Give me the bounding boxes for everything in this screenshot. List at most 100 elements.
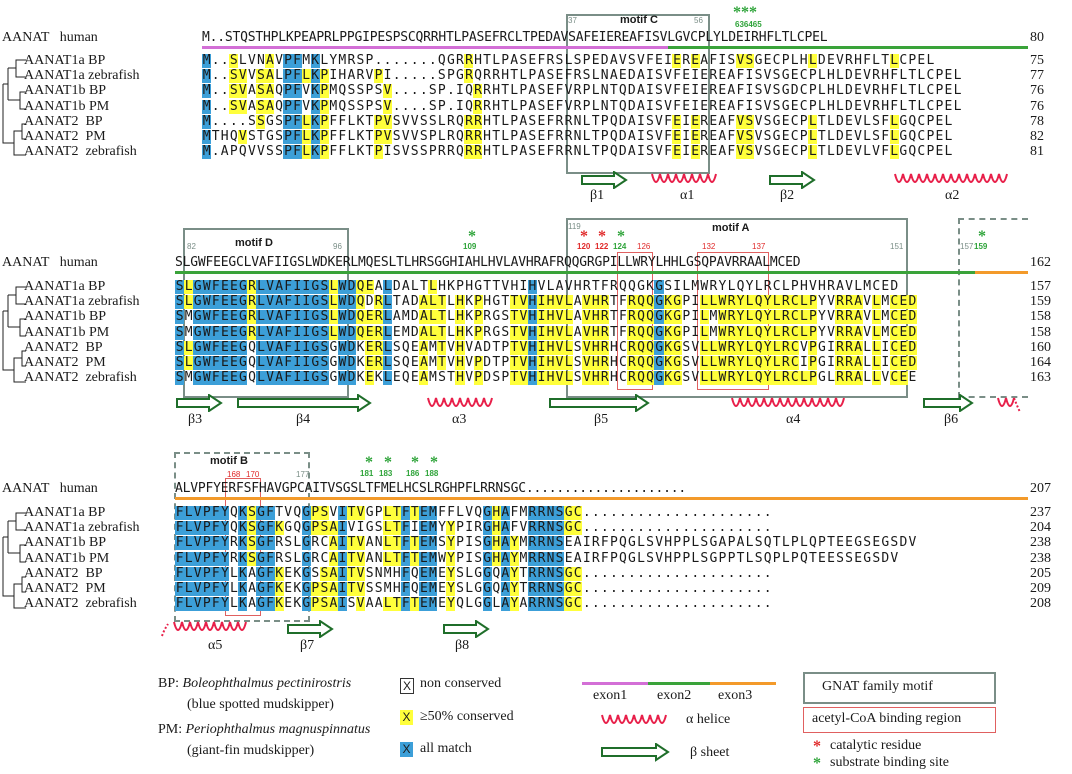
motif-c-start: 37 bbox=[568, 16, 577, 25]
motif-a-start: 119 bbox=[568, 222, 581, 231]
legend-pm: PM: Periophthalmus magnuspinnatus bbox=[158, 722, 371, 737]
exon3-bar-2 bbox=[975, 271, 1028, 274]
alignment-row: AANAT1b BP M..SVASAQPFVKPMQSSPSV....SP.IQ… bbox=[0, 83, 1072, 99]
ss-arrow-b6 bbox=[923, 394, 974, 412]
species-sequence: SLGWFEEGRLVAFIIGSLWDQEALDALTLHKPHGTTVHIH… bbox=[175, 279, 899, 294]
substrate-star-181: * bbox=[365, 454, 373, 471]
num-170: 170 bbox=[246, 470, 260, 479]
motif-c-end: 56 bbox=[694, 16, 703, 25]
legend-bp: BP: Boleophthalmus pectinirostris bbox=[158, 676, 352, 691]
ss-label-b1: β1 bbox=[590, 188, 605, 203]
ss-label-a4: α4 bbox=[786, 412, 801, 427]
catalytic-star-120: * bbox=[580, 228, 588, 245]
motif-a-end: 151 bbox=[890, 242, 904, 251]
ss-helix-a4 bbox=[731, 397, 845, 407]
species-label: AANAT1b PM bbox=[24, 550, 110, 566]
substrate-numbers: 636465 bbox=[735, 20, 762, 29]
ss-helix-a5 bbox=[161, 621, 247, 637]
ss-arrow-b4 bbox=[237, 394, 372, 412]
species-label: AANAT1b BP bbox=[24, 309, 107, 325]
legend-substrate-star: * bbox=[813, 755, 821, 772]
species-label: AANAT1b PM bbox=[24, 324, 110, 340]
exon2-bar bbox=[668, 46, 1028, 49]
species-label: AANAT2 BP bbox=[24, 339, 103, 355]
alignment-row: AANAT1b PM SMGWFEEGRLVAFIIGSLWDQERLEMDALT… bbox=[0, 325, 1072, 340]
sequence-length: 163 bbox=[1030, 370, 1051, 386]
species-sequence: FLVPFYQKSGFKGQGPSAIVIGSLTFIEMYYPIRGHAFVR… bbox=[175, 520, 772, 536]
legend-sheet-icon bbox=[601, 743, 670, 762]
species-sequence: SMGWFEEGRLVAFIIGSLWDQERLEMDALTLHKPRGSTVH… bbox=[175, 324, 917, 340]
alignment-row: AANAT2 PM SLGWFEEGQLVAFIIGSGWDKERLSQEAMTV… bbox=[0, 355, 1072, 370]
ss-helix-a1 bbox=[651, 173, 717, 183]
sequence-length: 204 bbox=[1030, 520, 1051, 536]
species-sequence: FLVPFYLKAGFKEKGSSAITVSNMHFQEMEYSLGGQAYTR… bbox=[175, 565, 772, 581]
num-132: 132 bbox=[702, 242, 716, 251]
ss-label-b7: β7 bbox=[300, 638, 315, 653]
ref-sequence: M..STQSTHPLKPEAPRLPPGIPESPSCQRRHTLPASEFR… bbox=[202, 30, 828, 45]
species-label: AANAT1a zebrafish bbox=[24, 520, 140, 536]
exon3-bar-3 bbox=[175, 497, 1028, 500]
species-sequence: M..SVVSALPFLKPIHARVPI.....SPGRQRRHTLPASE… bbox=[202, 68, 962, 84]
ss-label-b3: β3 bbox=[188, 412, 203, 427]
alignment-row: AANAT2 BP SLGWFEEGQLVAFIIGSGWDKERLSQEAMTV… bbox=[0, 340, 1072, 355]
substrate-star: *** bbox=[733, 4, 757, 21]
alignment-row: AANAT2 zebrafish FLVPFYLKAGFKEKGPSAISVAAL… bbox=[0, 596, 1072, 612]
ss-label-b2: β2 bbox=[780, 188, 795, 203]
ss-arrow-b8 bbox=[443, 620, 490, 638]
alignment-row: AANAT1a zebrafish SLGWFEEGRLVAFIIGSLWDQDR… bbox=[0, 294, 1072, 310]
num-122: 122 bbox=[595, 242, 609, 251]
sequence-length: 238 bbox=[1030, 535, 1051, 551]
motif-b-label: motif B bbox=[210, 455, 248, 467]
motif-d-start: 82 bbox=[187, 242, 196, 251]
species-sequence: SLGWFEEGQLVAFIIGSGWDKERLSQEAMTVHVADTPTVH… bbox=[175, 339, 917, 355]
species-sequence: MTHQVSTGSPFLKPFFLKTPVSVVSPLRQRRHTLPASEFR… bbox=[202, 129, 953, 144]
species-label: AANAT2 zebrafish bbox=[24, 370, 137, 386]
species-label: AANAT2 zebrafish bbox=[24, 596, 137, 612]
species-label: AANAT1b PM bbox=[24, 98, 110, 114]
sequence-length: 82 bbox=[1030, 129, 1044, 144]
ss-arrow-b1 bbox=[581, 171, 628, 189]
legend-substrate: substrate binding site bbox=[830, 755, 949, 770]
species-label: AANAT2 PM bbox=[24, 355, 106, 370]
num-159: 159 bbox=[974, 242, 988, 251]
species-sequence: M..SVASAQPFVKPMQSSPSV....SP.IQRRHTLPASEF… bbox=[202, 83, 962, 99]
ss-arrow-b7 bbox=[287, 620, 334, 638]
sequence-length: 160 bbox=[1030, 339, 1051, 355]
sequence-length: 76 bbox=[1030, 83, 1044, 99]
ss-label-a2: α2 bbox=[945, 188, 960, 203]
num-157: 157 bbox=[960, 242, 974, 251]
legend-key-non: X bbox=[400, 678, 414, 694]
alignment-row: AANAT1b BP FLVPFYRKSGFRSLGRCAITVANLTFTEMS… bbox=[0, 535, 1072, 551]
species-sequence: FLVPFYLKAGFKEKGPSAITVSSMHFQEMEYSLGGQAYTR… bbox=[175, 581, 772, 596]
legend-key-all: X bbox=[400, 742, 413, 757]
ss-helix-a2 bbox=[894, 173, 1008, 183]
species-label: AANAT1b BP bbox=[24, 83, 107, 99]
alignment-row: AANAT1a zebrafish FLVPFYQKSGFKGQGPSAIVIGS… bbox=[0, 520, 1072, 536]
substrate-star-183: * bbox=[384, 454, 392, 471]
legend-key-half: X bbox=[400, 710, 413, 725]
alignment-row: AANAT1a BP M..SLVNAVPFMKLYMRSP.......QGRR… bbox=[0, 53, 1072, 68]
legend-catalytic: catalytic residue bbox=[830, 738, 922, 753]
sequence-length: 159 bbox=[1030, 294, 1051, 310]
num-186: 186 bbox=[406, 469, 420, 478]
species-sequence: FLVPFYRKSGFRSLGRCAITVANLTFTEMWYPISGHAYMR… bbox=[175, 550, 899, 566]
legend-all-match: all match bbox=[420, 741, 472, 756]
legend-exon1: exon1 bbox=[593, 688, 628, 703]
legend-gnat: GNAT family motif bbox=[822, 679, 933, 694]
alignment-row: AANAT1b BP SMGWFEEGRLVAFIIGSLWDQERLAMDALT… bbox=[0, 309, 1072, 325]
species-label: AANAT2 zebrafish bbox=[24, 144, 137, 160]
ss-label-a3: α3 bbox=[452, 412, 467, 427]
species-label: AANAT1b BP bbox=[24, 535, 107, 551]
phylo-tree-1 bbox=[2, 59, 26, 156]
legend-non-conserved: non conserved bbox=[420, 676, 502, 691]
alignment-row: AANAT2 zebrafish M.APQVVSSPFLKPFFLKTPISVS… bbox=[0, 144, 1072, 160]
sequence-length: 238 bbox=[1030, 550, 1051, 566]
phylo-tree-2 bbox=[2, 286, 26, 383]
ss-label-b4: β4 bbox=[296, 412, 311, 427]
legend-gnat-box bbox=[803, 672, 996, 704]
ss-arrow-b2 bbox=[769, 171, 816, 189]
ref-length-3: 207 bbox=[1030, 481, 1051, 496]
alignment-row: AANAT1a BP SLGWFEEGRLVAFIIGSLWDQEALDALTLH… bbox=[0, 279, 1072, 294]
species-sequence: SMGWFEEGRLVAFIIGSLWDQERLAMDALTLHKPRGSTVH… bbox=[175, 309, 917, 325]
sequence-length: 81 bbox=[1030, 144, 1044, 160]
